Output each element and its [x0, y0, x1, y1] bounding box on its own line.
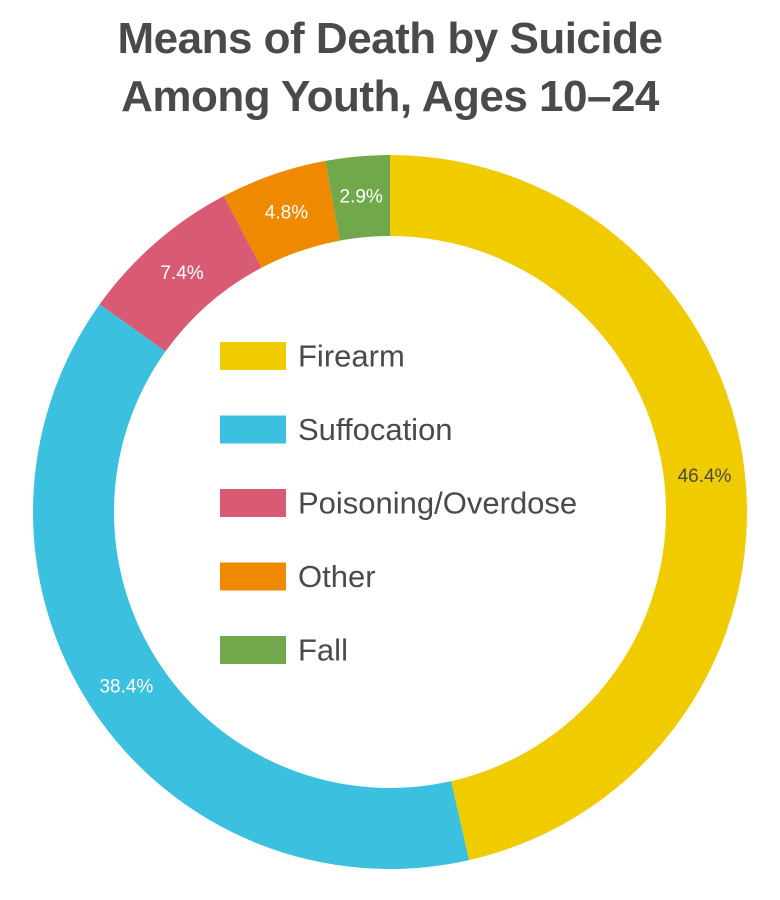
legend-item-suffocation: Suffocation: [220, 412, 453, 447]
donut-slice-labels: 46.4% 38.4% 7.4% 4.8% 2.9%: [99, 186, 731, 697]
slice-label-suffocation: 38.4%: [99, 677, 153, 698]
donut-slices: [33, 155, 748, 869]
legend-label-fall: Fall: [298, 633, 348, 668]
slice-poisoning-overdose: [99, 196, 262, 352]
slice-label-poisoning-overdose: 7.4%: [160, 263, 203, 284]
legend-label-poisoning-overdose: Poisoning/Overdose: [298, 486, 577, 521]
slice-label-fall: 2.9%: [340, 186, 383, 207]
chart-legend: Firearm Suffocation Poisoning/Overdose Othe…: [220, 339, 577, 668]
legend-label-suffocation: Suffocation: [298, 412, 453, 447]
legend-swatch-firearm: [220, 342, 286, 370]
legend-item-firearm: Firearm: [220, 339, 405, 374]
legend-label-other: Other: [298, 559, 376, 594]
legend-item-poisoning-overdose: Poisoning/Overdose: [220, 486, 577, 521]
legend-item-other: Other: [220, 559, 376, 594]
slice-firearm: [390, 155, 748, 861]
slice-label-other: 4.8%: [265, 202, 308, 223]
legend-swatch-other: [220, 562, 286, 591]
legend-label-firearm: Firearm: [298, 339, 405, 374]
legend-swatch-fall: [220, 636, 286, 664]
slice-other: [223, 160, 340, 268]
chart-title-line-1: Means of Death by Suicide: [117, 14, 663, 63]
legend-item-fall: Fall: [220, 633, 348, 668]
slice-label-firearm: 46.4%: [678, 466, 732, 487]
slice-fall: [325, 155, 390, 241]
legend-swatch-suffocation: [220, 415, 286, 444]
chart-title: Means of Death by Suicide Among Youth, A…: [0, 10, 780, 126]
chart-title-line-2: Among Youth, Ages 10–24: [121, 72, 659, 121]
slice-suffocation: [33, 304, 470, 869]
legend-swatch-poisoning-overdose: [220, 489, 286, 517]
